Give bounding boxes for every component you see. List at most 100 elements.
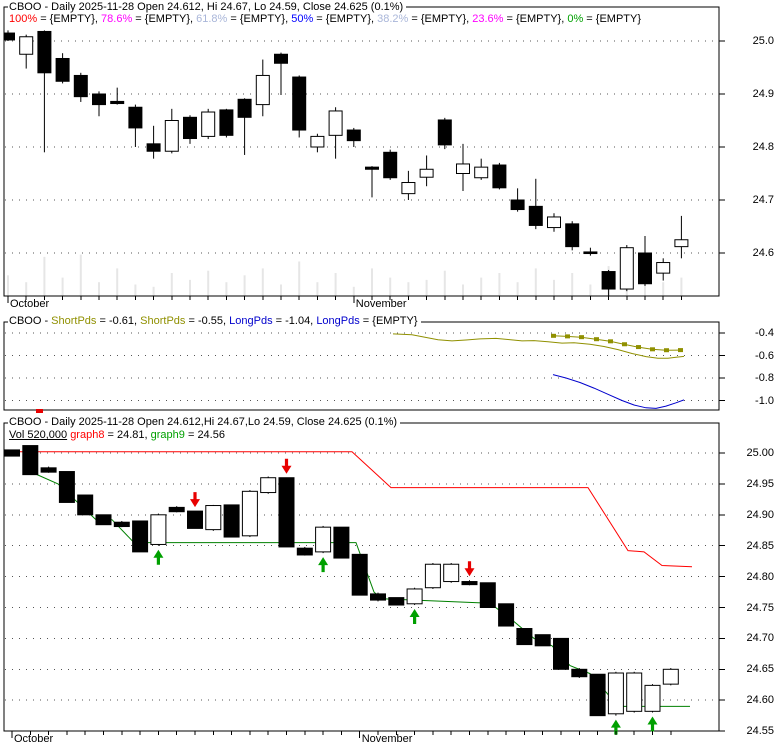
volume-bar bbox=[480, 277, 483, 296]
candle bbox=[128, 106, 143, 129]
fib-level-part: 23.6% bbox=[472, 13, 504, 25]
candle bbox=[113, 521, 130, 528]
candle bbox=[260, 477, 277, 494]
volume-bar bbox=[170, 273, 173, 296]
bottom-panel-header: CBOO - Daily 2025-11-28 Open 24.612,Hi 2… bbox=[8, 416, 401, 428]
volume-bar bbox=[553, 279, 555, 296]
volume-bar bbox=[134, 284, 137, 296]
fib-level-part: = {EMPTY}, bbox=[227, 13, 292, 25]
candle bbox=[437, 119, 452, 146]
indicator-line bbox=[552, 374, 685, 409]
y-axis-label-bottom: 24.90 bbox=[746, 508, 774, 521]
y-axis-label-bottom: 24.80 bbox=[746, 570, 774, 583]
indicator-line bbox=[552, 335, 681, 351]
candle bbox=[474, 166, 489, 179]
volume-bar bbox=[207, 270, 210, 296]
bottom-plot-area[interactable] bbox=[5, 444, 718, 730]
vol-legend-part: graph9 bbox=[150, 429, 185, 441]
vol-legend-part: graph8 bbox=[70, 429, 105, 441]
volume-bar bbox=[116, 268, 119, 296]
fib-level-part: = {EMPTY}, bbox=[313, 13, 378, 25]
pds-header-part: ShortPds bbox=[140, 315, 186, 327]
buy-arrow-icon bbox=[409, 609, 420, 625]
top-candles-group bbox=[4, 30, 689, 296]
buy-arrow-icon bbox=[647, 716, 658, 732]
buy-arrow-icon bbox=[610, 719, 621, 735]
volume-bar bbox=[43, 256, 46, 296]
volume-bar bbox=[261, 268, 264, 296]
middle-plot-area[interactable] bbox=[5, 330, 718, 409]
candle bbox=[296, 547, 313, 556]
volume-bar bbox=[298, 261, 301, 296]
y-axis-label-middle: -0.4 bbox=[755, 327, 774, 339]
fib-level-part: = {EMPTY} bbox=[583, 13, 642, 25]
vol-legend-part: Vol 520,000 bbox=[9, 429, 68, 441]
candle bbox=[656, 262, 671, 274]
volume-bar bbox=[462, 284, 464, 296]
candle bbox=[571, 668, 588, 678]
candle bbox=[534, 634, 551, 647]
y-axis-label-bottom: 24.95 bbox=[746, 477, 774, 490]
fib-level-part: 38.2% bbox=[377, 13, 409, 25]
candle bbox=[383, 151, 398, 179]
candle bbox=[77, 494, 94, 516]
candle bbox=[644, 684, 661, 712]
candle bbox=[187, 510, 203, 529]
indicator-line bbox=[392, 333, 685, 359]
y-axis-label-bottom: 24.75 bbox=[746, 601, 774, 614]
volume-bar bbox=[534, 268, 537, 296]
pds-header-part: = -0.55, bbox=[185, 315, 230, 327]
candle bbox=[547, 216, 561, 229]
candle bbox=[58, 471, 75, 503]
candle bbox=[424, 563, 441, 589]
y-axis-label-bottom: 24.65 bbox=[746, 663, 774, 676]
volume-bar bbox=[225, 282, 228, 296]
pds-header-part: = {EMPTY} bbox=[359, 315, 418, 327]
candle bbox=[22, 445, 39, 476]
candle bbox=[662, 668, 679, 685]
candle bbox=[201, 111, 216, 137]
fib-level-part: = {EMPTY}, bbox=[503, 13, 568, 25]
candle bbox=[310, 135, 325, 148]
fib-level-part: 0% bbox=[567, 13, 584, 25]
buy-arrow-icon bbox=[318, 557, 329, 573]
volume-bar bbox=[79, 254, 82, 296]
pds-header-part: = -0.61, bbox=[96, 315, 141, 327]
candle bbox=[365, 166, 379, 170]
y-axis-label-top: 24.8 bbox=[752, 141, 774, 153]
volume-bar bbox=[61, 277, 64, 296]
volume-bar bbox=[25, 282, 28, 296]
candle bbox=[583, 251, 598, 255]
candle bbox=[183, 116, 197, 140]
candle bbox=[223, 504, 240, 538]
candle bbox=[292, 76, 307, 131]
buy-arrow-icon bbox=[153, 549, 164, 565]
candle bbox=[146, 143, 161, 152]
candle bbox=[607, 672, 624, 715]
line-marker bbox=[565, 334, 570, 339]
line-marker bbox=[551, 333, 556, 338]
volume-bar bbox=[98, 282, 100, 296]
volume-bar bbox=[407, 282, 410, 296]
volume-bar bbox=[589, 284, 592, 296]
candle bbox=[150, 514, 167, 545]
candle bbox=[565, 223, 580, 248]
fib-level-part: = {EMPTY}, bbox=[132, 13, 197, 25]
volume-bar bbox=[389, 277, 392, 296]
candle bbox=[388, 597, 405, 606]
y-axis-label-bottom: 24.85 bbox=[746, 539, 774, 552]
fib-level-part: 61.8% bbox=[196, 13, 228, 25]
top-plot-area[interactable] bbox=[5, 27, 718, 295]
fib-level-part: = {EMPTY}, bbox=[37, 13, 102, 25]
volume-graph-legend: Vol 520,000 graph8 = 24.81, graph9 = 24.… bbox=[8, 429, 228, 441]
volume-bar bbox=[334, 273, 337, 296]
x-axis-label-month: October bbox=[10, 298, 50, 310]
line-marker bbox=[622, 342, 627, 347]
y-axis-label-top: 24.7 bbox=[752, 194, 774, 206]
volume-bar bbox=[516, 282, 519, 296]
y-axis-label-bottom: 24.60 bbox=[746, 694, 774, 707]
candle bbox=[37, 30, 52, 74]
pds-header-part: ShortPds bbox=[51, 315, 97, 327]
candle bbox=[510, 199, 525, 211]
x-axis-label-month: November bbox=[355, 298, 407, 310]
